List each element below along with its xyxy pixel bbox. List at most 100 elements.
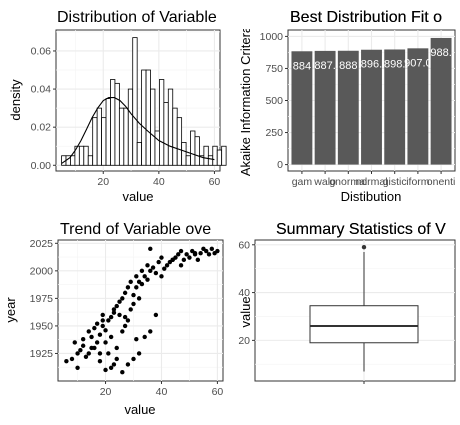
x-tick-label: gnormal	[329, 176, 367, 188]
scatter-point	[209, 246, 215, 252]
x-tick-label: iform	[406, 176, 430, 188]
x-tick-label: onenti	[427, 176, 456, 188]
scatter-point	[150, 265, 156, 270]
scatter-point	[78, 347, 83, 353]
scatter-point	[97, 332, 103, 337]
aic-bar	[337, 50, 359, 165]
aic-bar	[361, 49, 382, 165]
x-tick-label: gistic	[383, 176, 407, 188]
scatter-point	[181, 257, 187, 263]
histogram-bar	[136, 142, 143, 166]
y-tick-label: 1925	[30, 348, 54, 360]
x-tick-label: gam	[292, 176, 313, 188]
title-clip-mask-4	[455, 0, 460, 29]
x-tick-label: 20	[97, 176, 109, 188]
histogram-bar	[203, 145, 209, 166]
scatter-point	[159, 255, 164, 260]
scatter-point	[178, 263, 184, 268]
scatter-point	[153, 270, 159, 276]
aic-y-label: Akaike Information Critera	[238, 25, 253, 176]
aic-x-label: Distibution	[341, 189, 402, 204]
aic-y-ticks: 0 250 500 750 1000	[260, 31, 288, 171]
histogram-bar	[105, 98, 111, 166]
scatter-point	[120, 329, 125, 334]
scatter-point	[128, 307, 133, 312]
aic-bar-value-label: 884	[293, 60, 311, 72]
histogram-bars	[61, 37, 227, 166]
histogram-plot-frame	[55, 29, 221, 172]
boxplot-panel: Summary Statistics of V 20 40 60 value	[238, 221, 456, 384]
title-clip-mask-2	[230, 212, 274, 239]
scatter-point	[215, 248, 220, 254]
y-tick-label: 0.00	[31, 160, 52, 172]
scatter-point	[122, 323, 128, 329]
scatter-point	[198, 251, 203, 256]
x-tick-label: 60	[212, 386, 224, 398]
boxplot-plot-frame	[254, 239, 456, 382]
scatter-point	[106, 351, 111, 356]
title-clip-mask	[232, 0, 284, 29]
scatter-point	[103, 340, 108, 345]
histogram-bar	[101, 117, 107, 166]
scatter-point	[97, 351, 103, 356]
scatter-point	[206, 252, 212, 257]
scatter-point	[80, 343, 86, 348]
scatter-panel: Trend of Variable ove 20 40 60 1925 1950 197…	[3, 221, 224, 417]
x-tick-label: normal	[355, 176, 387, 188]
scatter-point	[86, 329, 91, 334]
scatter-point	[134, 336, 139, 342]
aic-bar-value-label: 988.	[430, 47, 451, 59]
histogram-bar	[181, 142, 187, 166]
aic-bar	[291, 51, 313, 165]
y-tick-label: 2025	[30, 238, 54, 250]
scatter-x-ticks: 20 40 60	[100, 381, 224, 398]
scatter-point	[92, 325, 97, 331]
aic-bar-value-label: 888	[339, 60, 357, 72]
y-tick-label: 0.04	[31, 84, 52, 96]
scatter-point	[64, 358, 69, 364]
histogram-title: Distribution of Variable	[57, 9, 217, 26]
scatter-point	[125, 318, 131, 323]
histogram-bar	[167, 88, 174, 166]
histogram-x-label: value	[122, 189, 153, 204]
histogram-x-ticks: 20 40 60	[97, 171, 220, 188]
scatter-point	[111, 307, 117, 312]
histogram-bar	[212, 145, 218, 166]
scatter-point	[75, 351, 80, 356]
histogram-bar	[114, 82, 120, 166]
density-curve	[61, 97, 215, 164]
x-tick-label: walo	[313, 176, 336, 188]
aic-bar-value-label: 907.0	[404, 57, 432, 69]
scatter-point	[117, 299, 122, 304]
scatter-point	[148, 329, 153, 334]
histogram-bar	[207, 155, 214, 166]
scatter-point	[136, 351, 142, 356]
scatter-point	[131, 301, 136, 307]
histogram-bar	[159, 79, 165, 166]
scatter-point	[100, 312, 105, 318]
y-tick-label: 0.02	[31, 122, 52, 134]
scatter-point	[156, 259, 161, 265]
scatter-point	[69, 356, 75, 362]
scatter-point	[108, 314, 114, 320]
histogram-bar	[150, 88, 156, 166]
scatter-point	[134, 274, 139, 279]
histogram-bar	[96, 107, 102, 166]
scatter-x-label: value	[124, 402, 155, 417]
histogram-bar	[87, 155, 94, 166]
histogram-bar	[78, 145, 85, 166]
iqr-box	[309, 305, 419, 344]
boxplot-title-front: Summary Statistics of V	[276, 221, 446, 238]
scatter-point	[162, 266, 167, 271]
outlier-point	[361, 244, 367, 250]
scatter-point	[153, 312, 159, 318]
scatter-point	[80, 336, 86, 342]
histogram-bar	[190, 130, 196, 166]
x-tick-label: 60	[209, 176, 221, 188]
scatter-point	[114, 356, 119, 362]
scatter-point	[139, 281, 145, 287]
aic-bar	[314, 50, 336, 165]
y-tick-label: 0.06	[31, 45, 52, 57]
scatter-point	[128, 279, 133, 285]
